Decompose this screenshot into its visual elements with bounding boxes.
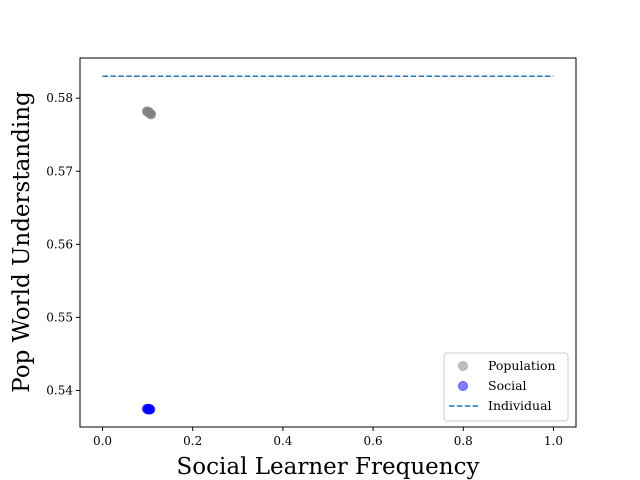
x-tick-label: 0.8 bbox=[454, 434, 473, 448]
legend: Population Social Individual bbox=[443, 352, 569, 422]
x-tick-label: 0.6 bbox=[364, 434, 383, 448]
y-axis: 0.54 0.55 0.56 0.57 0.58 bbox=[46, 91, 80, 397]
legend-marker-population bbox=[458, 361, 468, 371]
x-tick-label: 1.0 bbox=[544, 434, 563, 448]
social-point bbox=[145, 404, 156, 415]
x-axis: 0.0 0.2 0.4 0.6 0.8 1.0 bbox=[93, 427, 563, 448]
y-tick-label: 0.57 bbox=[46, 164, 73, 178]
y-tick-label: 0.58 bbox=[46, 91, 73, 105]
plot-frame bbox=[79, 57, 577, 428]
legend-label-social: Social bbox=[488, 378, 527, 393]
x-tick-label: 0.2 bbox=[183, 434, 202, 448]
y-axis-title: Pop World Understanding bbox=[9, 91, 35, 393]
legend-label-population: Population bbox=[488, 358, 556, 373]
legend-label-individual: Individual bbox=[488, 398, 552, 413]
y-tick-label: 0.55 bbox=[46, 310, 73, 324]
x-axis-title: Social Learner Frequency bbox=[177, 454, 480, 480]
y-tick-label: 0.54 bbox=[46, 383, 73, 397]
population-point bbox=[146, 109, 157, 120]
legend-marker-social bbox=[458, 381, 468, 391]
legend-box bbox=[443, 352, 569, 422]
y-tick-label: 0.56 bbox=[46, 237, 73, 251]
x-tick-label: 0.0 bbox=[93, 434, 112, 448]
marks-layer bbox=[102, 75, 554, 415]
x-tick-label: 0.4 bbox=[273, 434, 292, 448]
